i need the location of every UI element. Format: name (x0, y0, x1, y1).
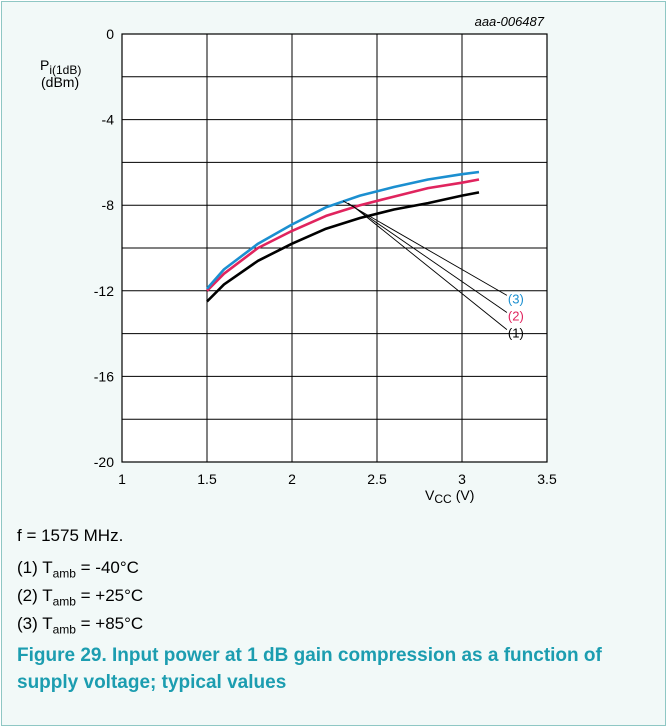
y-axis-label-main: P (40, 57, 49, 73)
series-lines (206, 170, 480, 303)
x-axis-label: VCC (V) (425, 487, 474, 506)
x-tick-label: 1.5 (197, 471, 217, 487)
figure-id: aaa-006487 (475, 14, 545, 29)
note-item-1-value: = -40°C (75, 558, 139, 577)
callout-label-2: (2) (508, 308, 524, 323)
x-axis-label-sub: CC (434, 492, 452, 506)
y-tick-label: 0 (106, 26, 114, 42)
y-axis-label: Pi(1dB) (40, 57, 81, 77)
y-tick-label: -20 (94, 454, 114, 470)
callout-label-3: (1) (508, 326, 524, 341)
note-item-1-num: (1) T (17, 558, 53, 577)
y-tick-label: -8 (102, 197, 115, 213)
note-item-2-value: = +25°C (75, 586, 144, 605)
x-axis-label-main: V (425, 487, 435, 503)
callout-label-1: (3) (508, 291, 524, 306)
x-tick-label: 1 (118, 471, 126, 487)
callout-leader-3 (352, 205, 508, 330)
series-line-3 (206, 170, 480, 290)
y-tick-label: -12 (94, 283, 114, 299)
note-item-2-num: (2) T (17, 586, 53, 605)
chart: 1 1.5 2 2.5 3 3.5 0 -4 -8 -12 -16 -20 (3) (2) (1) aaa… (40, 14, 557, 506)
y-tick-label: -4 (102, 112, 115, 128)
series-line-1 (206, 191, 480, 303)
x-tick-label: 3 (458, 471, 466, 487)
note-item-3: (3) Tamb = +85°C (17, 614, 143, 636)
note-frequency: f = 1575 MHz. (17, 526, 124, 545)
note-item-1-sub: amb (52, 566, 76, 581)
figure-caption: Figure 29. Input power at 1 dB gain comp… (17, 645, 602, 693)
series-line-2 (206, 178, 480, 292)
grid (121, 33, 548, 463)
callouts: (3) (2) (1) (342, 200, 524, 341)
note-item-3-value: = +85°C (75, 614, 144, 633)
note-item-3-num: (3) T (17, 614, 53, 633)
note-item-1: (1) Tamb = -40°C (17, 558, 139, 580)
tick-labels: 1 1.5 2 2.5 3 3.5 0 -4 -8 -12 -16 -20 (94, 26, 557, 487)
y-tick-label: -16 (94, 368, 114, 384)
x-tick-label: 2 (288, 471, 296, 487)
x-axis-label-unit: (V) (456, 487, 475, 503)
note-item-3-sub: amb (52, 622, 76, 637)
y-axis-unit: (dBm) (41, 74, 79, 90)
plot-border (121, 33, 548, 463)
note-item-2-sub: amb (52, 594, 76, 609)
callout-leader-2 (347, 202, 508, 313)
callout-leader-1 (342, 200, 508, 296)
x-tick-label: 2.5 (367, 471, 387, 487)
note-item-2: (2) Tamb = +25°C (17, 586, 143, 608)
y-axis-label-sub: i(1dB) (49, 63, 81, 77)
x-tick-label: 3.5 (537, 471, 557, 487)
